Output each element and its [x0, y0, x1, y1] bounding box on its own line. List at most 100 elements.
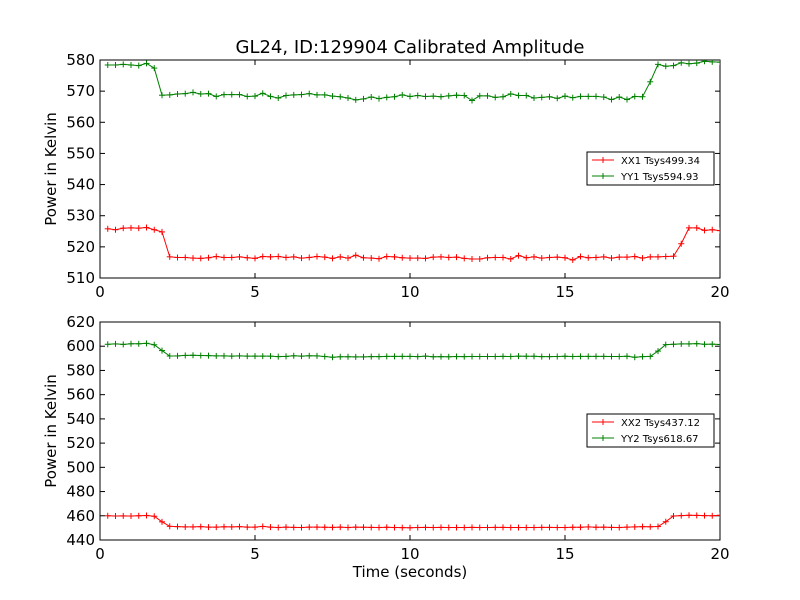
data-point	[600, 524, 607, 531]
data-point	[197, 255, 204, 262]
data-point	[515, 92, 522, 99]
legend-box	[586, 151, 715, 186]
data-point	[546, 254, 553, 261]
data-point	[469, 353, 475, 360]
data-point	[624, 524, 630, 531]
data-point	[298, 524, 305, 531]
x-tick-label: 20	[710, 545, 729, 563]
data-point	[717, 512, 720, 519]
data-point	[252, 353, 258, 360]
data-point	[422, 524, 429, 531]
data-point	[453, 524, 460, 531]
data-point	[407, 353, 413, 360]
data-point	[670, 62, 677, 69]
data-point	[275, 353, 282, 360]
data-point	[259, 90, 266, 97]
data-point	[655, 253, 661, 260]
data-point	[585, 523, 592, 530]
data-point	[577, 93, 584, 100]
x-tick-label: 15	[555, 545, 574, 563]
data-point	[438, 353, 444, 360]
data-point	[430, 93, 437, 100]
data-point	[531, 253, 537, 260]
data-point	[414, 353, 421, 360]
data-point	[104, 512, 111, 519]
data-point	[554, 524, 561, 531]
data-point	[686, 340, 692, 347]
data-point	[422, 353, 429, 360]
data-point	[492, 254, 499, 261]
data-point	[383, 253, 390, 260]
data-point	[314, 253, 320, 260]
data-point	[624, 353, 630, 360]
data-point	[693, 224, 700, 231]
data-point	[112, 513, 119, 520]
data-point	[383, 353, 390, 360]
data-point	[414, 92, 421, 99]
data-point	[236, 523, 243, 530]
data-point	[112, 226, 119, 233]
y-tick-label: 440	[66, 531, 95, 549]
data-point	[507, 353, 514, 360]
data-point	[678, 60, 685, 66]
data-point	[515, 353, 522, 360]
data-point	[314, 352, 320, 359]
data-point	[445, 524, 452, 531]
data-point	[577, 524, 584, 531]
data-point	[128, 513, 134, 520]
data-point	[608, 353, 615, 360]
data-point	[531, 524, 537, 531]
data-point	[686, 224, 692, 231]
data-point	[608, 524, 615, 531]
data-point	[631, 93, 638, 100]
data-point	[329, 93, 336, 100]
data-point	[306, 352, 313, 359]
data-point	[701, 341, 708, 348]
legend: XX1 Tsys499.34 YY1 Tsys594.93	[586, 151, 715, 186]
data-point	[135, 340, 142, 347]
legend: XX2 Tsys437.12 YY2 Tsys618.67	[586, 413, 715, 448]
data-point	[701, 60, 708, 65]
data-point	[128, 224, 134, 231]
data-point	[290, 253, 297, 260]
data-point	[438, 93, 444, 100]
data-point	[670, 513, 677, 520]
data-point	[267, 253, 274, 260]
data-point	[655, 523, 661, 530]
data-point	[352, 252, 359, 259]
data-point	[662, 518, 669, 525]
data-point	[562, 353, 568, 360]
data-point	[492, 524, 499, 531]
data-point	[593, 93, 599, 100]
legend-item: YY2 Tsys618.67	[592, 434, 699, 445]
data-point	[717, 227, 720, 234]
data-point	[376, 255, 382, 262]
data-point	[104, 225, 111, 232]
data-point	[228, 353, 235, 360]
data-point	[476, 524, 483, 531]
data-point	[445, 353, 452, 360]
data-point	[484, 254, 491, 261]
data-point	[345, 255, 351, 262]
data-point	[616, 254, 623, 261]
data-point	[647, 253, 654, 260]
data-point	[252, 93, 258, 100]
data-point	[267, 524, 274, 531]
data-point	[562, 524, 568, 531]
data-point	[670, 253, 677, 260]
data-point	[693, 340, 700, 347]
data-point	[407, 255, 413, 262]
data-point	[182, 254, 189, 261]
data-point	[469, 256, 475, 263]
data-point	[298, 91, 305, 98]
data-point	[120, 61, 127, 68]
data-point	[197, 352, 204, 359]
y-tick-label: 510	[66, 269, 95, 287]
data-point	[624, 254, 630, 261]
x-tick-label: 0	[95, 545, 105, 563]
data-point	[538, 94, 545, 101]
data-point	[562, 93, 568, 100]
legend-label: YY1 Tsys594.93	[620, 172, 699, 183]
data-point	[143, 512, 150, 519]
y-tick-label: 460	[66, 507, 95, 525]
